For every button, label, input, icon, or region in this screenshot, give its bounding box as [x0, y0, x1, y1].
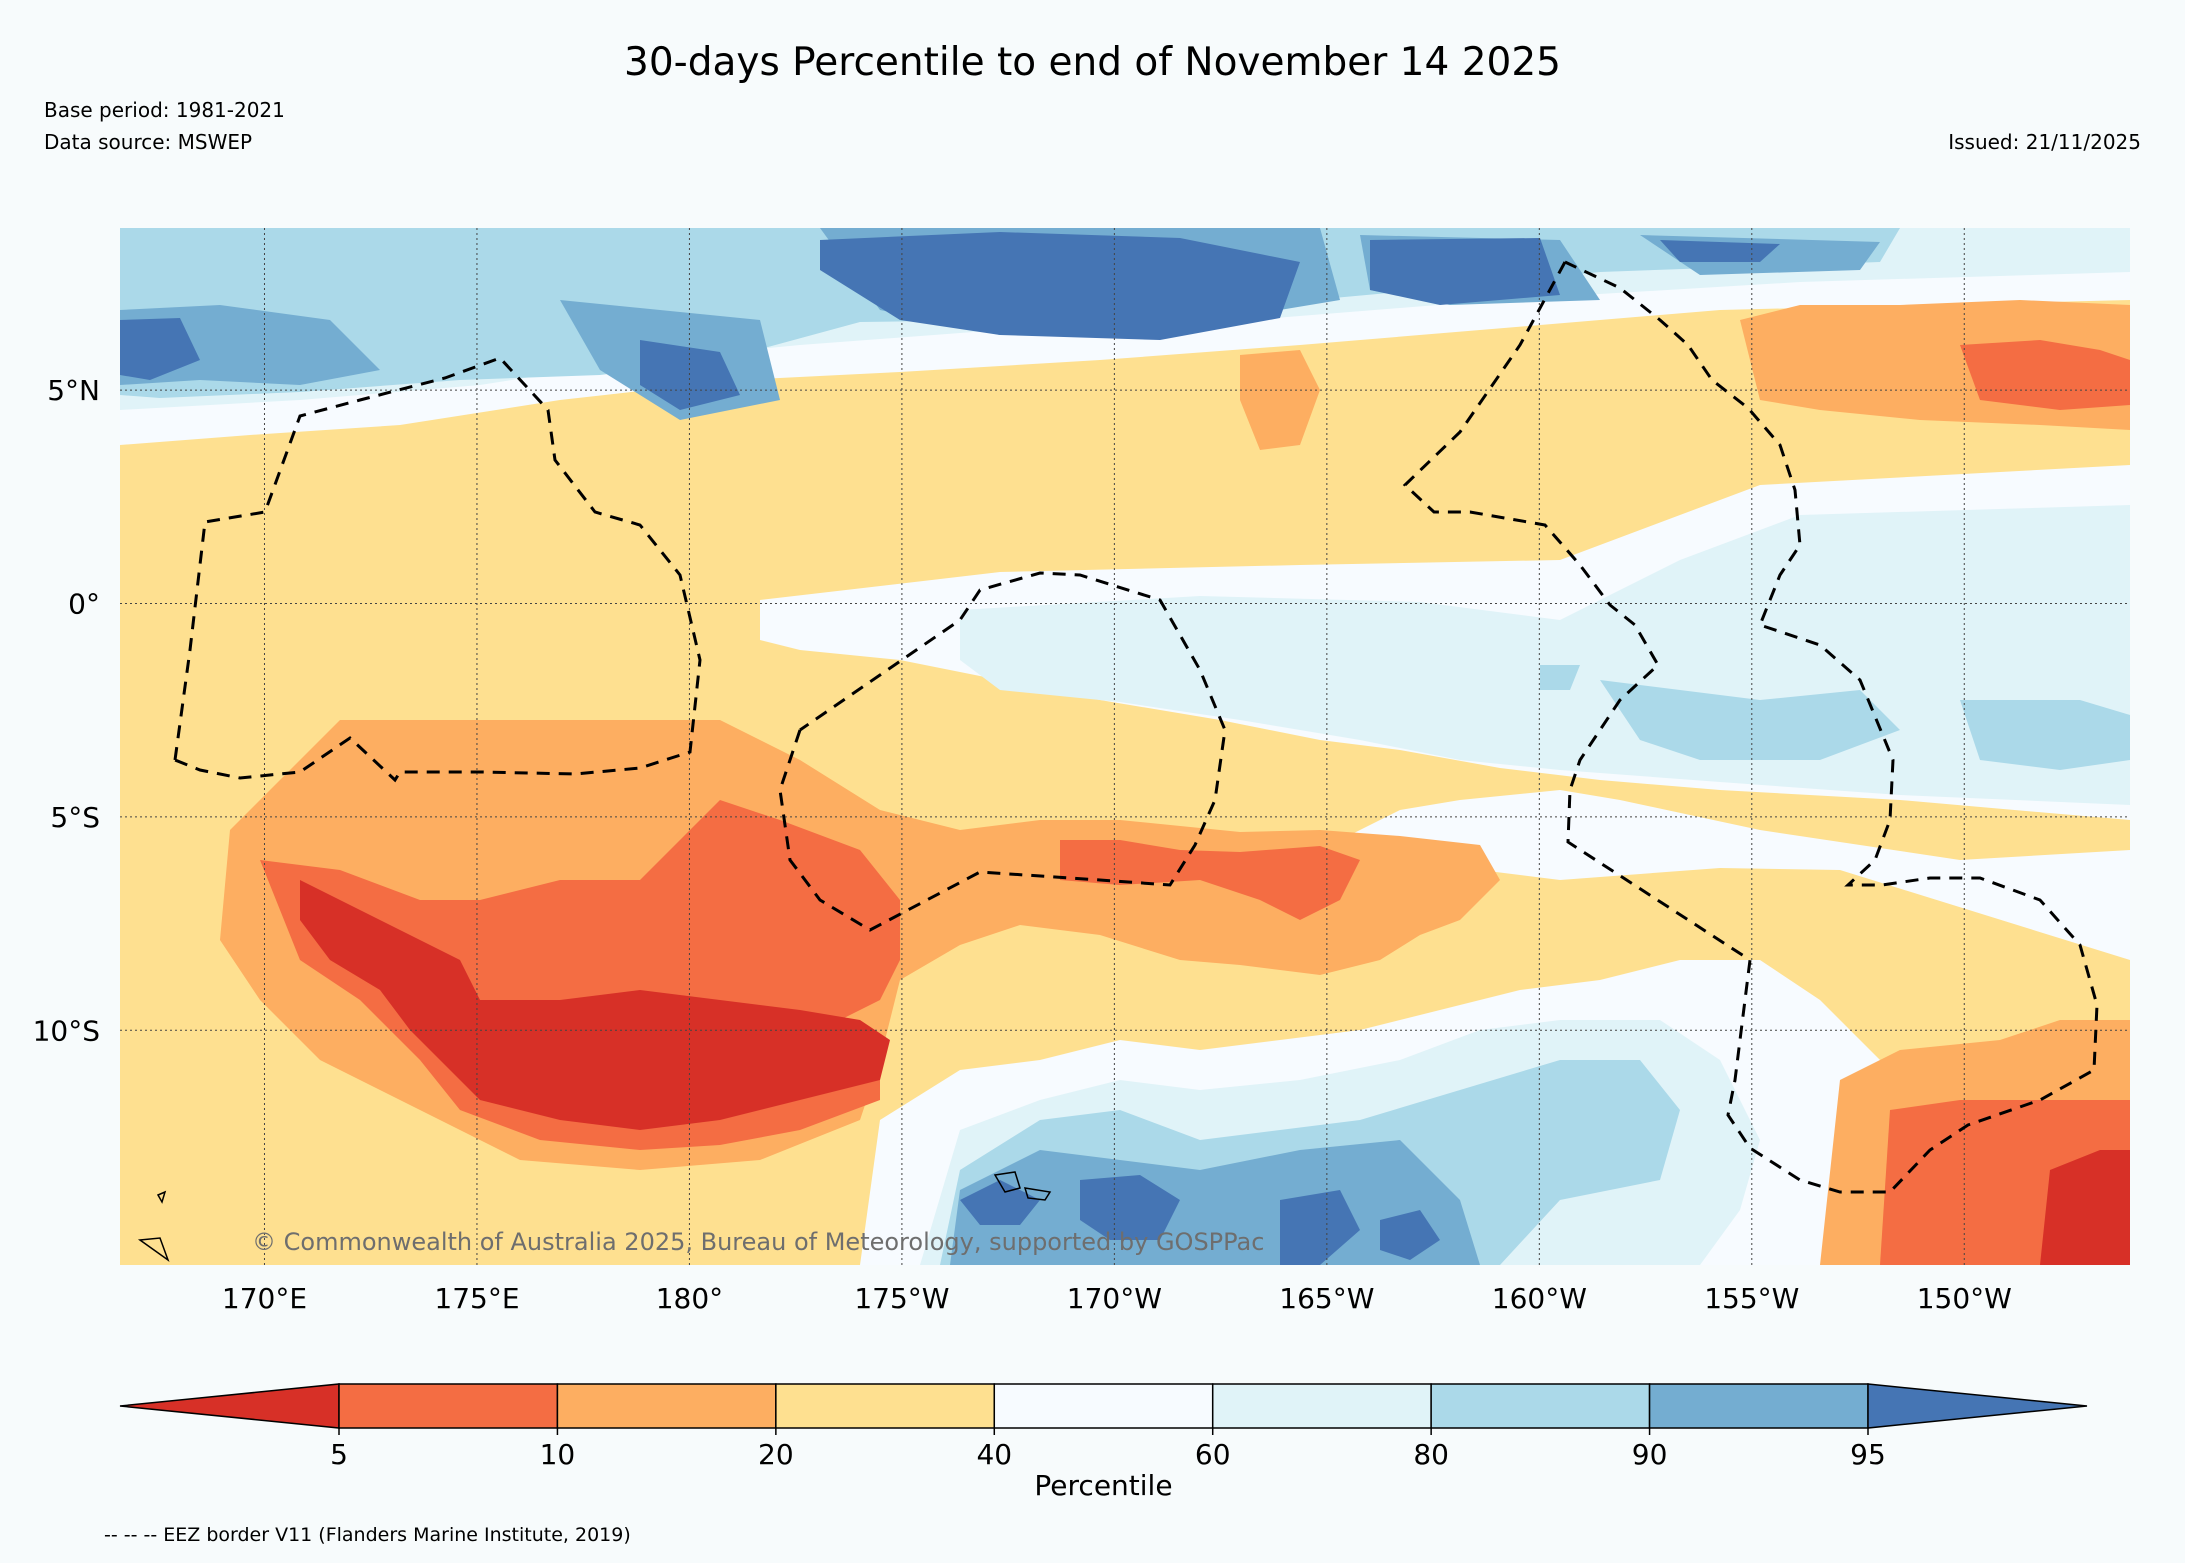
longitude-tick-label: 170°W	[1067, 1282, 1162, 1315]
colorbar-segment	[993, 1383, 1214, 1429]
longitude-tick-label: 180°	[656, 1282, 723, 1315]
colorbar-tick-label: 95	[1850, 1438, 1886, 1471]
longitude-tick-label: 155°W	[1704, 1282, 1799, 1315]
island-outline	[137, 1171, 1052, 1263]
latitude-tick-labels: 5°N 0° 5°S 10°S	[33, 374, 100, 1047]
colorbar-tick-label: 40	[976, 1438, 1012, 1471]
colorbar-tick-label: 10	[540, 1438, 576, 1471]
longitude-tick-label: 160°W	[1492, 1282, 1587, 1315]
latitude-tick-label: 5°N	[47, 374, 100, 407]
map-plot-area	[120, 228, 2130, 1265]
colorbar-segment	[119, 1383, 340, 1429]
below-5-region-southeast	[2040, 1150, 2130, 1265]
eez-borders	[173, 260, 2099, 1194]
latitude-tick-label: 0°	[68, 588, 100, 621]
latitude-tick-label: 5°S	[50, 801, 100, 834]
colorbar-segment	[1430, 1383, 1651, 1429]
colorbar-segment	[338, 1383, 559, 1429]
highest-percentile-region-south	[960, 1175, 1440, 1265]
longitude-tick-label: 170°E	[222, 1282, 307, 1315]
below-20-region-northeast	[1240, 300, 2130, 450]
eez-border-line	[173, 356, 702, 783]
longitude-tick-label: 175°W	[854, 1282, 949, 1315]
longitude-tick-label: 175°E	[434, 1282, 519, 1315]
colorbar-segment	[556, 1383, 777, 1429]
copyright-notice: © Commonwealth of Australia 2025, Bureau…	[252, 1228, 1265, 1256]
colorbar-segment	[775, 1383, 996, 1429]
eez-border-line	[1402, 260, 2099, 1194]
latitude-tick-label: 10°S	[33, 1014, 100, 1047]
base-period: Base period: 1981-2021	[44, 98, 285, 122]
above-90-region-equatorial	[1540, 665, 2130, 770]
graticule	[120, 228, 2130, 1265]
map-title: 30-days Percentile to end of November 14…	[624, 40, 1561, 85]
longitude-tick-label: 165°W	[1279, 1282, 1374, 1315]
below-10-region-northeast	[1960, 340, 2130, 410]
colorbar-segment	[1211, 1383, 1432, 1429]
colorbar-tick-label: 90	[1632, 1438, 1668, 1471]
data-source: Data source: MSWEP	[44, 130, 253, 154]
colorbar: 5 10 20 40 60 80 90 95 Percentile	[119, 1383, 2088, 1502]
colorbar-tick-label: 60	[1195, 1438, 1231, 1471]
colorbar-tick-label: 20	[758, 1438, 794, 1471]
longitude-tick-labels: 170°E 175°E 180° 175°W 170°W 165°W 160°W 155°W 1…	[222, 1282, 2012, 1315]
highest-percentile-region-north	[120, 232, 1780, 410]
longitude-tick-label: 150°W	[1917, 1282, 2012, 1315]
colorbar-tick-label: 80	[1413, 1438, 1449, 1471]
eez-legend-note: -- -- -- EEZ border V11 (Flanders Marine…	[104, 1524, 631, 1546]
eez-border-line	[778, 571, 1227, 932]
colorbar-label: Percentile	[1034, 1469, 1172, 1502]
colorbar-segment	[1648, 1383, 1869, 1429]
issued-date: Issued: 21/11/2025	[1948, 130, 2141, 154]
below-5-region-south	[300, 880, 890, 1130]
colorbar-segment	[1867, 1383, 2088, 1429]
colorbar-tick-label: 5	[330, 1438, 348, 1471]
